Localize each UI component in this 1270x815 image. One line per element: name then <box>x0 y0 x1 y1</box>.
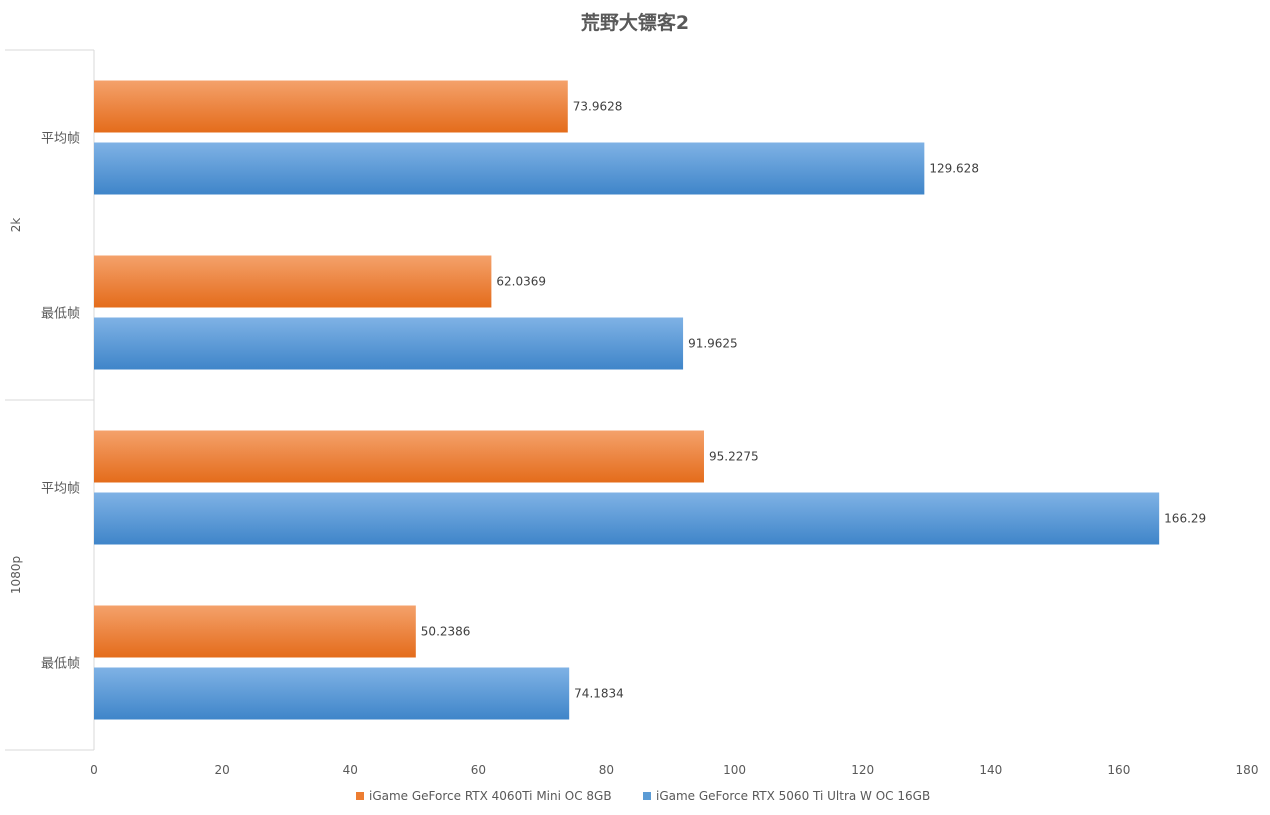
data-labels: 73.9628 129.628 62.0369 91.9625 95.2275 166.2… <box>421 100 1206 701</box>
x-tick-label: 40 <box>343 763 358 777</box>
data-label: 95.2275 <box>709 450 759 464</box>
data-label: 50.2386 <box>421 625 471 639</box>
x-tick-label: 160 <box>1107 763 1130 777</box>
legend: iGame GeForce RTX 4060Ti Mini OC 8GB iGam… <box>356 789 930 803</box>
x-tick-label: 20 <box>214 763 229 777</box>
legend-swatch <box>356 792 364 800</box>
x-tick-label: 180 <box>1236 763 1259 777</box>
data-label: 62.0369 <box>496 275 546 289</box>
bar <box>94 430 704 483</box>
x-tick-label: 80 <box>599 763 614 777</box>
data-label: 73.9628 <box>573 100 623 114</box>
category-label: 平均帧 <box>41 482 80 497</box>
x-tick-label: 0 <box>90 763 98 777</box>
data-label: 91.9625 <box>688 337 738 351</box>
category-label: 平均帧 <box>41 132 80 147</box>
chart-title: 荒野大镖客2 <box>581 11 689 34</box>
bar <box>94 317 684 370</box>
legend-entry: iGame GeForce RTX 4060Ti Mini OC 8GB <box>369 789 612 803</box>
group-label: 1080p <box>9 556 23 594</box>
x-tick-label: 120 <box>851 763 874 777</box>
x-tick-label: 100 <box>723 763 746 777</box>
axes: 0 20 40 60 80 100 120 140 160 180平均帧最低帧2k平均帧最低帧10… <box>5 49 1259 777</box>
legend-swatch <box>643 792 651 800</box>
data-label: 74.1834 <box>574 687 624 701</box>
data-label: 129.628 <box>929 162 979 176</box>
bar <box>94 667 570 720</box>
data-label: 166.29 <box>1164 512 1206 526</box>
bar <box>94 605 416 658</box>
bars <box>94 80 1160 720</box>
bar <box>94 492 1160 545</box>
category-label: 最低帧 <box>41 657 80 672</box>
bar <box>94 142 925 195</box>
bar <box>94 80 568 133</box>
bar <box>94 255 492 308</box>
group-label: 2k <box>9 218 23 233</box>
x-tick-label: 60 <box>471 763 486 777</box>
legend-entry: iGame GeForce RTX 5060 Ti Ultra W OC 16G… <box>656 789 930 803</box>
category-label: 最低帧 <box>41 307 80 322</box>
x-tick-label: 140 <box>979 763 1002 777</box>
